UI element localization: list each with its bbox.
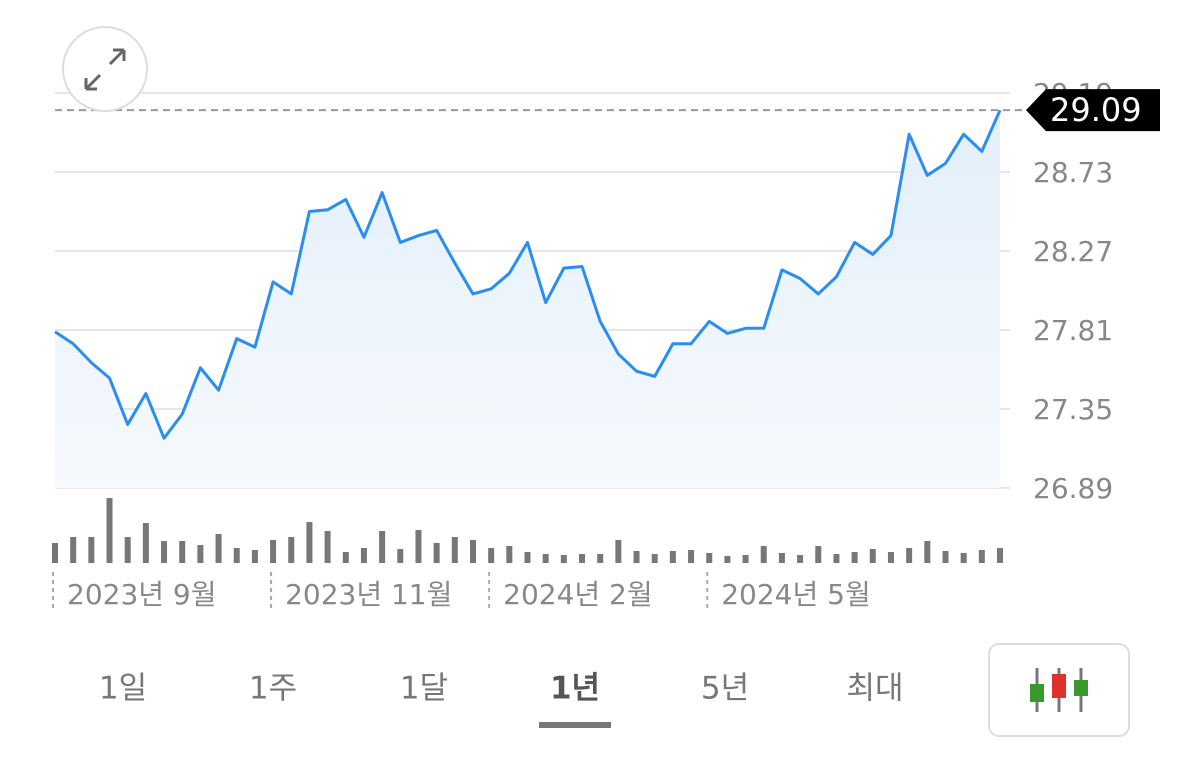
y-tick-label: 28.27 [1033, 235, 1113, 268]
volume-bar [306, 522, 313, 563]
candle-icon[interactable] [1074, 680, 1088, 696]
x-tick-label: 2024년 5월 [721, 578, 871, 611]
volume-bar [778, 553, 785, 563]
last-price-label: 29.09 [1050, 91, 1142, 129]
expand-icon[interactable] [84, 48, 126, 91]
volume-bar [869, 549, 876, 563]
volume-bar [142, 523, 149, 563]
volume-bar [942, 551, 949, 563]
range-tab[interactable]: 1주 [249, 671, 297, 707]
x-tick-label: 2023년 11월 [285, 578, 452, 611]
volume-bar [52, 543, 58, 563]
volume-bar [978, 550, 985, 563]
volume-bar [560, 555, 567, 563]
volume-bar [597, 554, 604, 563]
range-tab[interactable]: 최대 [846, 671, 903, 707]
volume-bar [524, 552, 531, 563]
x-tick-label: 2024년 2월 [503, 578, 652, 611]
price-line [54, 109, 1002, 440]
expand-circle[interactable] [62, 26, 148, 112]
volume-bar [124, 537, 131, 563]
volume-bar [342, 552, 349, 563]
volume-bar [815, 546, 822, 563]
volume-bar [469, 540, 476, 563]
volume-bar [70, 537, 77, 563]
volume-bar [360, 548, 367, 563]
volume-bar [179, 541, 186, 563]
volume-bar [324, 531, 331, 563]
volume-bar [906, 548, 913, 563]
volume-bar [833, 554, 840, 563]
volume-bar [379, 531, 386, 563]
range-tab[interactable]: 1달 [400, 671, 448, 707]
volume-bar [451, 537, 458, 563]
volume-bar [233, 548, 240, 563]
tab-underline [539, 722, 611, 728]
last-price-tag [1026, 89, 1160, 132]
volume-bar [506, 546, 513, 563]
volume-bar [161, 541, 168, 563]
volume-bar [106, 498, 113, 563]
volume-bar [542, 554, 549, 563]
volume-bar [433, 543, 440, 563]
volume-bar [488, 548, 495, 563]
volume-bar [615, 540, 622, 563]
volume-bar [88, 537, 95, 563]
expand-button[interactable] [62, 26, 148, 112]
volume-bar [742, 555, 749, 563]
volume-bar [197, 545, 204, 563]
volume-bar [887, 552, 894, 563]
volume-bar [997, 548, 1003, 563]
range-tab[interactable]: 1일 [99, 671, 147, 707]
y-tick-label: 27.81 [1033, 314, 1113, 347]
x-tick-label: 2023년 9월 [67, 578, 217, 611]
volume-bar [851, 552, 858, 563]
volume-bar [579, 554, 586, 563]
volume-bar [960, 553, 967, 563]
volume-bar [415, 530, 422, 563]
range-tab[interactable]: 1년 [550, 671, 600, 707]
volume-bar [688, 550, 695, 563]
y-tick-label: 28.73 [1033, 156, 1113, 189]
volume-bar [924, 541, 931, 563]
volume-bar [397, 549, 404, 563]
volume-bar [724, 556, 731, 563]
candle-toggle[interactable] [988, 643, 1130, 737]
volume-bar [760, 546, 767, 563]
volume-bar [270, 540, 277, 563]
volume-bar [633, 551, 640, 563]
candle-icon[interactable] [1030, 684, 1044, 702]
volume-bar [215, 534, 222, 563]
volume-bar [651, 554, 658, 563]
range-tab[interactable]: 5년 [701, 671, 749, 707]
volume-bar [288, 537, 295, 563]
y-tick-label: 26.89 [1033, 472, 1113, 505]
volume-bar [706, 553, 713, 563]
y-tick-label: 27.35 [1033, 393, 1113, 426]
volume-bar [797, 555, 804, 563]
volume-bar [251, 550, 258, 563]
candle-icon[interactable] [1052, 674, 1066, 698]
area [55, 110, 1000, 488]
volume-bar [669, 551, 676, 563]
